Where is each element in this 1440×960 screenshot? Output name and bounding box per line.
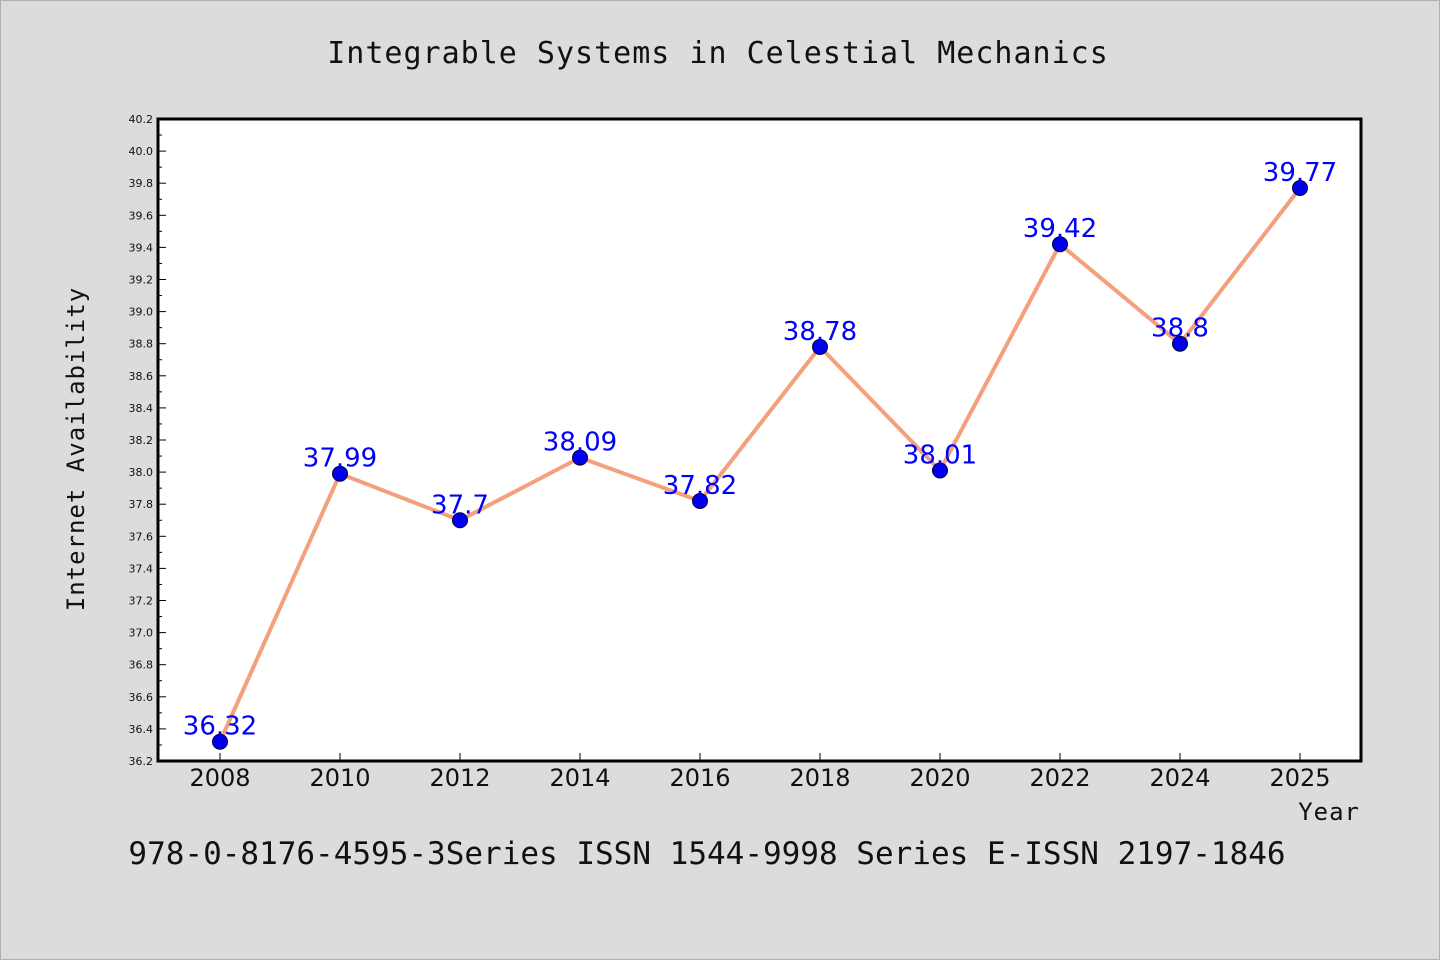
- series-line: [218, 186, 1302, 743]
- data-point: [452, 512, 468, 529]
- data-label: 37.82: [663, 471, 737, 501]
- series-group: 36.32 37.99 37.7 38.09 37.82 38.78 38.01 39.42 3…: [183, 158, 1337, 750]
- data-label: 39.77: [1263, 158, 1337, 188]
- data-label: 39.42: [1023, 214, 1097, 244]
- y-tick-label: 36.8: [129, 659, 154, 672]
- y-tick-label: 39.2: [129, 274, 154, 287]
- data-label: 36.32: [183, 712, 257, 742]
- data-point: [812, 338, 828, 355]
- y-tick-label: 38.4: [129, 402, 154, 415]
- data-point: [692, 492, 708, 509]
- y-tick-label: 39.6: [129, 209, 154, 222]
- x-axis: 2008 2010 2012 2014 2016 2018 2020 2022 2024 2025: [189, 753, 1331, 792]
- x-tick-label: 2014: [549, 764, 610, 792]
- y-tick-label: 39.8: [129, 177, 154, 190]
- x-tick-label: 2008: [189, 764, 250, 792]
- x-tick-label: 2024: [1149, 764, 1210, 792]
- x-tick-label: 2025: [1269, 764, 1330, 792]
- y-tick-label: 37.8: [129, 498, 154, 511]
- data-point: [1292, 180, 1308, 197]
- x-tick-label: 2020: [909, 764, 970, 792]
- y-tick-label: 36.6: [129, 691, 154, 704]
- x-tick-label: 2022: [1029, 764, 1090, 792]
- data-label: 38.8: [1151, 314, 1209, 344]
- x-tick-label: 2016: [669, 764, 730, 792]
- y-axis-title: Internet Availability: [62, 287, 90, 611]
- x-axis-title: Year: [1298, 798, 1360, 826]
- data-point: [212, 733, 228, 750]
- x-tick-label: 2012: [429, 764, 490, 792]
- x-tick-label: 2010: [309, 764, 370, 792]
- y-tick-label: 37.0: [129, 627, 154, 640]
- data-label: 38.01: [903, 440, 977, 470]
- y-tick-label: 37.4: [129, 562, 154, 575]
- y-tick-label: 38.2: [129, 434, 154, 447]
- y-tick-label: 39.0: [129, 306, 154, 319]
- data-label: 38.78: [783, 317, 857, 347]
- data-point: [1172, 335, 1188, 352]
- data-label: 37.7: [431, 490, 489, 520]
- data-point: [932, 462, 948, 479]
- y-tick-label: 36.2: [129, 755, 154, 768]
- chart-title: Integrable Systems in Celestial Mechanic…: [327, 36, 1109, 71]
- data-label: 37.99: [303, 444, 377, 474]
- y-tick-label: 38.8: [129, 338, 154, 351]
- y-tick-label: 37.2: [129, 595, 154, 608]
- y-tick-label: 36.4: [129, 723, 154, 736]
- footer-text: 978-0-8176-4595-3Series ISSN 1544-9998 S…: [128, 836, 1285, 872]
- y-tick-label: 38.6: [129, 370, 154, 383]
- x-tick-label: 2018: [789, 764, 850, 792]
- data-point: [572, 449, 588, 466]
- data-label: 38.09: [543, 428, 617, 458]
- y-axis: 36.2 36.4 36.6 36.8 37.0 37.2 37.4 37.6 37.8 38.0…: [129, 113, 166, 768]
- plot-area: [156, 117, 1363, 763]
- data-point: [1052, 236, 1068, 253]
- data-point: [332, 465, 348, 482]
- y-tick-label: 40.2: [129, 113, 154, 126]
- y-tick-label: 38.0: [129, 466, 154, 479]
- y-tick-label: 40.0: [129, 145, 154, 158]
- y-tick-label: 39.4: [129, 241, 154, 254]
- y-tick-label: 37.6: [129, 530, 154, 543]
